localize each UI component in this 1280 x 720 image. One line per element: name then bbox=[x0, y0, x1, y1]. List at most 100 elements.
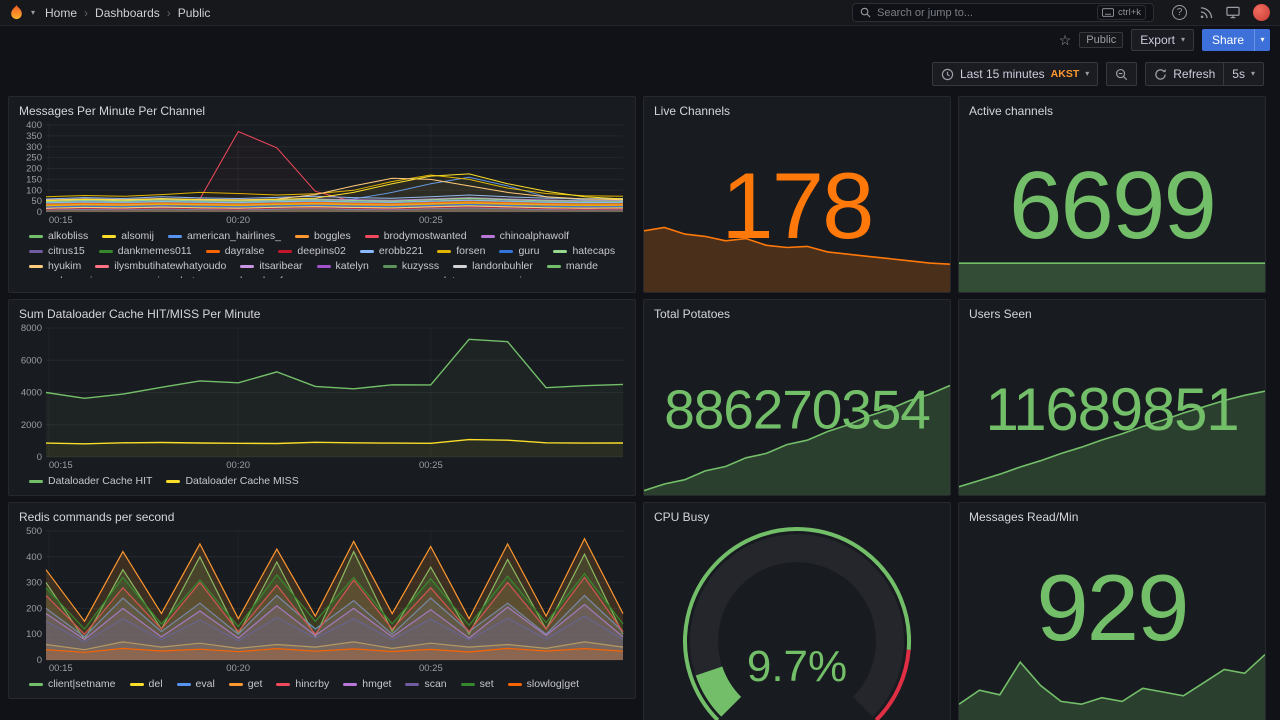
legend-item[interactable]: deepins02 bbox=[278, 245, 346, 257]
breadcrumb-home[interactable]: Home bbox=[45, 5, 78, 20]
monitor-icon[interactable] bbox=[1226, 6, 1240, 19]
shortcut-label: ctrl+k bbox=[1118, 7, 1141, 18]
news-rss-icon[interactable] bbox=[1200, 6, 1213, 19]
series-color-swatch bbox=[129, 682, 144, 686]
series-label: guru bbox=[518, 245, 540, 257]
series-color-swatch bbox=[343, 682, 358, 686]
legend-item[interactable]: erobb221 bbox=[359, 245, 424, 257]
legend-item[interactable]: forsen bbox=[437, 245, 485, 257]
legend-item[interactable]: mdswervin bbox=[29, 275, 98, 278]
series-label: hincrby bbox=[295, 678, 330, 690]
legend-item[interactable]: puma bbox=[536, 275, 581, 278]
series-label: slowlog|get bbox=[526, 678, 579, 690]
svg-text:150: 150 bbox=[26, 174, 42, 185]
org-switcher-caret-icon[interactable]: ▾ bbox=[31, 7, 36, 17]
series-label: hmget bbox=[362, 678, 392, 690]
legend-item[interactable]: nezlotv bbox=[408, 275, 460, 278]
legend-item[interactable]: hmget bbox=[343, 678, 391, 690]
breadcrumb-dashboards[interactable]: Dashboards bbox=[95, 5, 160, 20]
legend-item[interactable]: dayralse bbox=[205, 245, 264, 257]
series-color-swatch bbox=[460, 682, 475, 686]
chart-legend: Dataloader Cache HIT Dataloader Cache MIS… bbox=[9, 470, 635, 487]
legend-item[interactable]: katelyn bbox=[316, 260, 369, 272]
panel-title[interactable]: Live Channels bbox=[654, 104, 731, 118]
series-color-swatch bbox=[29, 234, 43, 238]
legend-item[interactable]: itsaribear bbox=[240, 260, 303, 272]
legend-item[interactable]: chinoalphawolf bbox=[480, 230, 569, 242]
legend-item[interactable]: mande bbox=[546, 260, 598, 272]
legend-item[interactable]: mrlazerboyfzn bbox=[209, 275, 294, 278]
time-controls-bar: Last 15 minutes AKST ▾ Refresh 5s ▾ bbox=[0, 54, 1280, 94]
legend-item[interactable]: ilysmbutihatewhatyoudo bbox=[95, 260, 226, 272]
panel-title[interactable]: Sum Dataloader Cache HIT/MISS Per Minute bbox=[19, 307, 261, 321]
breadcrumb-public[interactable]: Public bbox=[177, 5, 211, 20]
share-menu-caret[interactable]: ▾ bbox=[1254, 29, 1270, 51]
legend-item[interactable]: guru bbox=[499, 245, 539, 257]
help-icon[interactable]: ? bbox=[1172, 5, 1187, 20]
legend-item[interactable]: set bbox=[460, 678, 494, 690]
series-color-swatch bbox=[316, 264, 331, 268]
series-label: erobb221 bbox=[378, 245, 424, 257]
export-button[interactable]: Export ▾ bbox=[1131, 29, 1194, 51]
breadcrumb: Home › Dashboards › Public bbox=[45, 6, 210, 20]
legend-item[interactable]: scan bbox=[405, 678, 447, 690]
user-avatar[interactable] bbox=[1253, 4, 1270, 21]
refresh-button[interactable]: Refresh bbox=[1145, 62, 1225, 86]
series-label: boggles bbox=[313, 230, 351, 242]
legend-item[interactable]: alsomij bbox=[102, 230, 154, 242]
svg-text:00:20: 00:20 bbox=[226, 663, 250, 673]
refresh-icon bbox=[1154, 68, 1167, 81]
legend-item[interactable]: get bbox=[228, 678, 262, 690]
panel-title[interactable]: Total Potatoes bbox=[654, 307, 731, 321]
panel-title[interactable]: Messages Read/Min bbox=[969, 510, 1079, 524]
zoom-out-button[interactable] bbox=[1106, 62, 1138, 86]
legend-item[interactable]: megajumpbot bbox=[112, 275, 195, 278]
zoom-out-icon bbox=[1115, 68, 1128, 81]
timezone-label: AKST bbox=[1050, 68, 1080, 80]
time-range-picker[interactable]: Last 15 minutes AKST ▾ bbox=[931, 62, 1099, 86]
chevron-down-icon: ▾ bbox=[1260, 35, 1265, 44]
legend-item[interactable]: kuzysss bbox=[382, 260, 439, 272]
favorite-star-icon[interactable]: ☆ bbox=[1058, 31, 1072, 48]
cpu-busy-gauge[interactable] bbox=[644, 527, 950, 720]
legend-item[interactable]: hyukim bbox=[29, 260, 81, 272]
svg-text:300: 300 bbox=[26, 142, 42, 153]
legend-item[interactable]: Dataloader Cache HIT bbox=[29, 475, 152, 487]
panel-redis-commands: Redis commands per second 0 100 200 300 400 5… bbox=[8, 502, 636, 699]
legend-item[interactable]: noemi bbox=[474, 275, 522, 278]
panel-title[interactable]: Active channels bbox=[969, 104, 1054, 118]
search-shortcut-hint: ctrl+k bbox=[1097, 5, 1146, 20]
legend-item[interactable]: landonbuhler bbox=[453, 260, 533, 272]
legend-item[interactable]: boggles bbox=[294, 230, 351, 242]
search-input[interactable] bbox=[877, 6, 1092, 19]
legend-item[interactable]: dankmemes011 bbox=[98, 245, 192, 257]
chevron-down-icon: ▾ bbox=[1180, 35, 1185, 44]
legend-item[interactable]: slowlog|get bbox=[507, 678, 579, 690]
legend-item[interactable]: nam________ bbox=[308, 275, 394, 278]
share-button[interactable]: Share bbox=[1201, 29, 1254, 51]
panel-title[interactable]: CPU Busy bbox=[654, 510, 710, 524]
legend-item[interactable]: citrus15 bbox=[29, 245, 85, 257]
legend-item[interactable]: del bbox=[129, 678, 163, 690]
grafana-logo-icon[interactable] bbox=[8, 4, 25, 21]
panel-title[interactable]: Users Seen bbox=[969, 307, 1032, 321]
legend-item[interactable]: brodymostwanted bbox=[364, 230, 467, 242]
search-bar[interactable]: ctrl+k bbox=[852, 3, 1154, 22]
legend-item[interactable]: eval bbox=[176, 678, 215, 690]
redis-line-chart[interactable]: 0 100 200 300 400 500 00:15 00:20 00:25 bbox=[16, 527, 628, 673]
legend-item[interactable]: Dataloader Cache MISS bbox=[166, 475, 299, 487]
panel-title[interactable]: Redis commands per second bbox=[19, 510, 175, 524]
legend-item[interactable]: american_hairlines_ bbox=[167, 230, 281, 242]
legend-item[interactable]: client|setname bbox=[29, 678, 116, 690]
svg-text:4000: 4000 bbox=[21, 388, 42, 399]
refresh-interval-picker[interactable]: 5s ▾ bbox=[1224, 62, 1264, 86]
panel-title[interactable]: Messages Per Minute Per Channel bbox=[19, 104, 206, 118]
stat-value: 886270354 bbox=[664, 378, 931, 441]
dataloader-line-chart[interactable]: 0 2000 4000 6000 8000 00:15 00:20 00:25 bbox=[16, 324, 628, 470]
legend-item[interactable]: hincrby bbox=[276, 678, 329, 690]
legend-item[interactable]: alkobliss bbox=[29, 230, 88, 242]
svg-text:00:15: 00:15 bbox=[49, 215, 73, 225]
legend-item[interactable]: hatecaps bbox=[553, 245, 615, 257]
dashboard-tag[interactable]: Public bbox=[1079, 32, 1124, 48]
